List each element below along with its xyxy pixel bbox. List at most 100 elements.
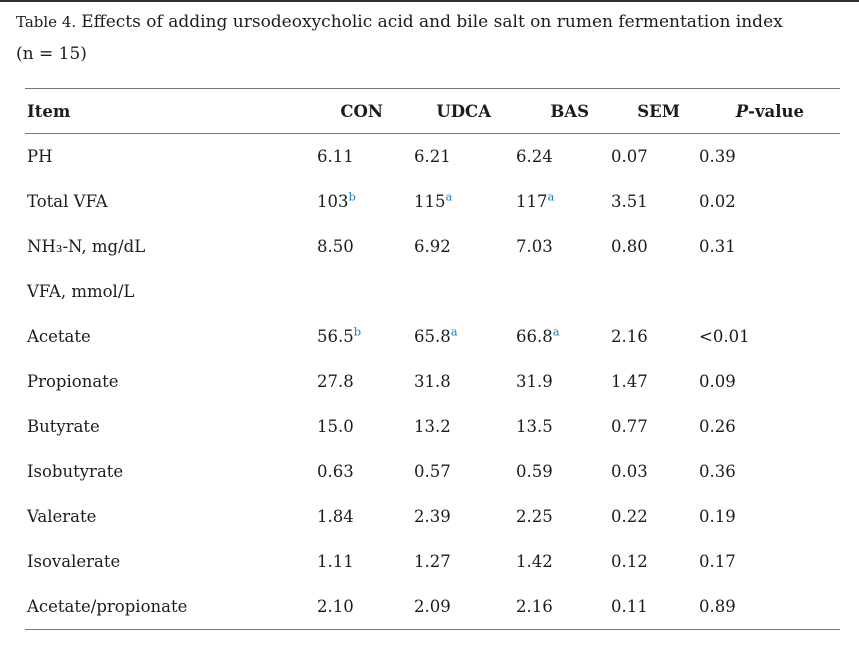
cell-sem: 0.07 <box>611 147 648 166</box>
header-item: Item <box>25 88 314 134</box>
cell-bas: 0.59 <box>516 462 553 481</box>
cell-sem: 0.77 <box>611 417 648 436</box>
cell-bas: 1.42 <box>516 552 553 571</box>
caption-line: Table 4. Effects of adding ursodeoxychol… <box>16 12 783 32</box>
row-label: Acetate <box>27 327 91 346</box>
caption-text: Effects of adding ursodeoxycholic acid a… <box>81 12 783 32</box>
row-label: PH <box>27 147 53 166</box>
cell-pvalue: 0.19 <box>699 507 736 526</box>
table-row-isovalerate: Isovalerate 1.11 1.27 1.42 0.12 0.17 <box>25 539 840 584</box>
cell-sem: 0.11 <box>608 584 696 630</box>
footnote-link-b[interactable]: b <box>353 324 362 339</box>
cell-con: 15.0 <box>317 417 354 436</box>
table-row-nh3n: NH₃-N, mg/dL 8.50 6.92 7.03 0.80 0.31 <box>25 224 840 269</box>
cell-con: 27.8 <box>317 372 354 391</box>
cell-sem: 2.16 <box>611 327 648 346</box>
table-row-butyrate: Butyrate 15.0 13.2 13.5 0.77 0.26 <box>25 404 840 449</box>
pvalue-label: P-value <box>735 101 804 121</box>
cell-pvalue: 0.31 <box>699 237 736 256</box>
header-udca: UDCA <box>411 88 513 134</box>
table-label: Table 4. <box>16 13 77 31</box>
cell-sem: 1.47 <box>611 372 648 391</box>
row-label: NH₃-N, mg/dL <box>27 237 146 256</box>
cell-sem: 0.22 <box>611 507 648 526</box>
cell-udca: 2.09 <box>411 584 513 630</box>
cell-pvalue: 0.17 <box>699 552 736 571</box>
cell-udca: 31.8 <box>414 372 451 391</box>
cell-pvalue <box>696 269 840 314</box>
page-top-rule <box>0 0 859 2</box>
cell-sem: 0.80 <box>611 237 648 256</box>
cell-udca: 65.8a <box>414 324 458 346</box>
row-label: Acetate/propionate <box>25 584 314 630</box>
cell-pvalue: 0.26 <box>699 417 736 436</box>
cell-bas: 66.8a <box>516 324 560 346</box>
cell-pvalue: 0.39 <box>699 147 736 166</box>
row-label: Butyrate <box>27 417 100 436</box>
cell-con: 6.11 <box>317 147 354 166</box>
cell-sem: 0.12 <box>611 552 648 571</box>
cell-bas: 7.03 <box>516 237 553 256</box>
cell-udca: 6.92 <box>414 237 451 256</box>
cell-con: 2.10 <box>314 584 411 630</box>
table-caption: Table 4. Effects of adding ursodeoxychol… <box>16 6 852 70</box>
table-row-total-vfa: Total VFA 103b 115a 117a 3.51 0.02 <box>25 179 840 224</box>
row-label: Total VFA <box>27 192 108 211</box>
row-label: Valerate <box>27 507 97 526</box>
cell-con: 103b <box>317 189 356 211</box>
cell-con: 8.50 <box>317 237 354 256</box>
table-row-acetate-propionate: Acetate/propionate 2.10 2.09 2.16 0.11 0… <box>25 584 840 630</box>
cell-bas: 13.5 <box>516 417 553 436</box>
row-label: Isovalerate <box>27 552 121 571</box>
footnote-link-a[interactable]: a <box>450 324 458 339</box>
row-label: Isobutyrate <box>27 462 124 481</box>
caption-sample-size: (n = 15) <box>16 44 87 64</box>
cell-con: 1.84 <box>317 507 354 526</box>
cell-pvalue: 0.02 <box>699 192 736 211</box>
table-body: PH 6.11 6.21 6.24 0.07 0.39 Total VFA 10… <box>25 134 840 630</box>
cell-pvalue: 0.36 <box>699 462 736 481</box>
cell-bas: 6.24 <box>516 147 553 166</box>
cell-udca <box>411 269 513 314</box>
cell-sem: 0.03 <box>611 462 648 481</box>
cell-udca: 13.2 <box>414 417 451 436</box>
table-row-isobutyrate: Isobutyrate 0.63 0.57 0.59 0.03 0.36 <box>25 449 840 494</box>
cell-con: 1.11 <box>317 552 354 571</box>
cell-pvalue: <0.01 <box>699 327 750 346</box>
table-header: Item CON UDCA BAS SEM P-value <box>25 88 840 134</box>
footnote-link-a[interactable]: a <box>552 324 560 339</box>
cell-pvalue: 0.09 <box>699 372 736 391</box>
cell-udca: 1.27 <box>414 552 451 571</box>
row-label: Propionate <box>27 372 119 391</box>
header-pvalue: P-value <box>696 88 840 134</box>
cell-bas: 2.16 <box>513 584 608 630</box>
header-bas: BAS <box>513 88 608 134</box>
header-row: Item CON UDCA BAS SEM P-value <box>25 88 840 134</box>
cell-udca: 0.57 <box>414 462 451 481</box>
cell-sem <box>608 269 696 314</box>
cell-pvalue: 0.89 <box>696 584 840 630</box>
row-label: VFA, mmol/L <box>27 282 135 301</box>
cell-bas <box>513 269 608 314</box>
table-row-acetate: Acetate 56.5b 65.8a 66.8a 2.16 <0.01 <box>25 314 840 359</box>
cell-bas: 2.25 <box>516 507 553 526</box>
footnote-link-b[interactable]: b <box>348 189 356 204</box>
footnote-link-a[interactable]: a <box>547 189 555 204</box>
cell-udca: 6.21 <box>414 147 451 166</box>
header-con: CON <box>314 88 411 134</box>
table-row-vfa-section: VFA, mmol/L <box>25 269 840 314</box>
table-row-valerate: Valerate 1.84 2.39 2.25 0.22 0.19 <box>25 494 840 539</box>
cell-sem: 3.51 <box>611 192 648 211</box>
cell-udca: 2.39 <box>414 507 451 526</box>
cell-con: 56.5b <box>317 324 362 346</box>
cell-bas: 117a <box>516 189 555 211</box>
footnote-link-a[interactable]: a <box>445 189 453 204</box>
header-sem: SEM <box>608 88 696 134</box>
fermentation-index-table: Item CON UDCA BAS SEM P-value PH 6.11 6.… <box>25 88 840 630</box>
cell-bas: 31.9 <box>516 372 553 391</box>
cell-con <box>314 269 411 314</box>
cell-udca: 115a <box>414 189 453 211</box>
table-row-propionate: Propionate 27.8 31.8 31.9 1.47 0.09 <box>25 359 840 404</box>
cell-con: 0.63 <box>317 462 354 481</box>
table-row-ph: PH 6.11 6.21 6.24 0.07 0.39 <box>25 134 840 180</box>
